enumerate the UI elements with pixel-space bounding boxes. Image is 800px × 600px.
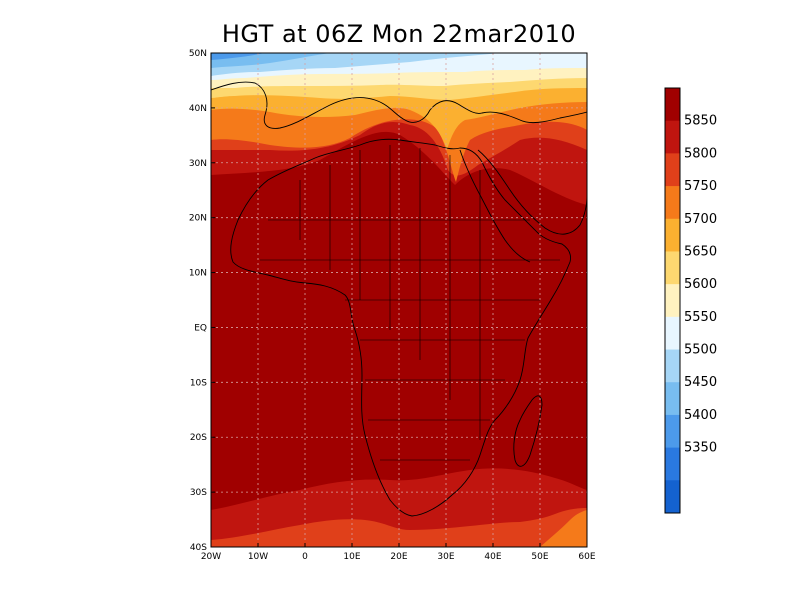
band-5700-5750-south — [540, 510, 587, 547]
colorbar-label: 5350 — [684, 441, 717, 456]
band-5350-5400 — [211, 53, 265, 60]
colorbar-label: 5550 — [684, 310, 717, 325]
lon-tick-label: 10W — [248, 552, 268, 562]
colorbar-swatch — [665, 284, 680, 318]
lon-tick-label: 0 — [302, 552, 308, 562]
colorbar-label: 5650 — [684, 244, 717, 259]
colorbar-label: 5500 — [684, 343, 717, 358]
colorbar-swatch — [665, 251, 680, 285]
lon-tick-label: 40E — [484, 552, 501, 562]
colorbar-label: 5850 — [684, 114, 717, 129]
axis-tick-labels: 20W 10W 0 10E 20E 30E 40E 50E 60E 50N 40N 30N 20N 10N… — [189, 49, 596, 562]
colorbar-swatch — [665, 382, 680, 416]
lat-tick-label: 50N — [189, 49, 207, 59]
lat-tick-label: 30N — [189, 159, 207, 169]
map-title: HGT at 06Z Mon 22mar2010 — [221, 20, 577, 48]
colorbar-label: 5600 — [684, 277, 717, 292]
colorbar-label: 5450 — [684, 375, 717, 390]
lat-tick-label: 40S — [190, 543, 207, 553]
lon-tick-label: 30E — [437, 552, 454, 562]
colorbar-swatch — [665, 120, 680, 154]
colorbar-label: 5800 — [684, 146, 717, 161]
europe-coastline — [211, 81, 587, 129]
colorbar-label: 5400 — [684, 408, 717, 423]
colorbar-swatch — [665, 218, 680, 252]
lat-tick-label: 40N — [189, 104, 207, 114]
madagascar-coastline — [513, 395, 543, 467]
lat-tick-label: 20N — [189, 214, 207, 224]
colorbar-swatch — [665, 447, 680, 481]
lon-tick-label: 60E — [578, 552, 595, 562]
colorbar-frame — [664, 87, 681, 514]
lon-tick-label: 10E — [343, 552, 360, 562]
band-5750-5800-south — [211, 508, 587, 547]
lat-tick-label: 10N — [189, 269, 207, 279]
lat-tick-label: EQ — [194, 323, 207, 333]
lat-tick-label: 10S — [190, 378, 207, 388]
colorbar-swatch — [665, 186, 680, 220]
colorbar-swatch — [665, 480, 680, 514]
africa-coastline — [230, 138, 571, 517]
colorbar-swatch — [665, 88, 680, 122]
colorbar-swatch — [665, 349, 680, 383]
lon-tick-label: 20E — [390, 552, 407, 562]
lat-tick-label: 30S — [190, 488, 207, 498]
colorbar-label: 5700 — [684, 212, 717, 227]
gridlines — [211, 53, 587, 547]
colorbar-label: 5750 — [684, 179, 717, 194]
colorbar-swatch — [665, 316, 680, 351]
colorbar: 5850 5800 5750 5700 5650 5600 5550 5500 5450 5400… — [664, 87, 717, 514]
lon-tick-label: 20W — [201, 552, 221, 562]
colorbar-swatch — [665, 414, 680, 449]
arabia-coastline — [477, 149, 587, 235]
colorbar-swatch — [665, 153, 680, 187]
lat-tick-label: 20S — [190, 433, 207, 443]
lon-tick-label: 50E — [531, 552, 548, 562]
